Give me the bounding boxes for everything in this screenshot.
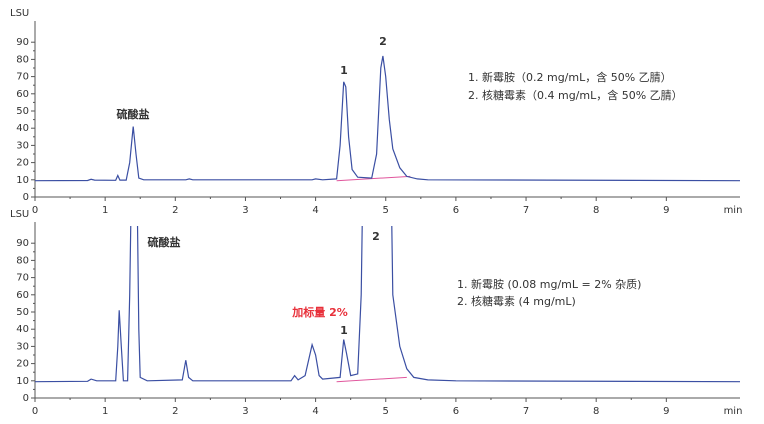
x-tick-label: 4 <box>312 406 318 417</box>
legend-text: 2. 核糖霉素 (4 mg/mL) <box>457 294 576 308</box>
x-tick-label: 0 <box>32 406 38 417</box>
y-tick-label: 80 <box>16 255 29 266</box>
plot-area <box>35 226 741 383</box>
legend-text: 2. 核糖霉素（0.4 mg/mL，含 50% 乙腈） <box>468 88 683 102</box>
x-tick-label: 1 <box>102 205 108 216</box>
annotation: 硫酸盐 <box>117 107 150 121</box>
integration-baseline <box>336 175 411 182</box>
annotation: 1 <box>340 324 348 337</box>
y-tick-label: 20 <box>16 359 29 370</box>
y-tick-label: 0 <box>23 393 29 404</box>
x-tick-label: 4 <box>312 205 318 216</box>
annotation: 加标量 2% <box>291 305 348 319</box>
y-axis-label: LSU <box>10 209 29 220</box>
y-tick-label: 60 <box>16 89 29 100</box>
y-tick-label: 60 <box>16 290 29 301</box>
x-tick-label: 2 <box>172 205 178 216</box>
x-tick-label: 7 <box>523 205 529 216</box>
y-tick-label: 90 <box>16 238 29 249</box>
y-tick-label: 30 <box>16 140 29 151</box>
y-tick-label: 30 <box>16 341 29 352</box>
x-axis-label: min <box>724 205 743 216</box>
y-tick-label: 90 <box>16 37 29 48</box>
y-tick-label: 50 <box>16 307 29 318</box>
x-axis-label: min <box>724 406 743 417</box>
legend-text: 1. 新霉胺（0.2 mg/mL，含 50% 乙腈） <box>468 70 672 84</box>
trace <box>35 55 741 182</box>
x-tick-label: 1 <box>102 406 108 417</box>
x-tick-label: 8 <box>593 406 599 417</box>
x-tick-label: 6 <box>453 205 459 216</box>
x-tick-label: 5 <box>383 406 389 417</box>
y-tick-label: 0 <box>23 192 29 203</box>
x-tick-label: 8 <box>593 205 599 216</box>
x-tick-label: 0 <box>32 205 38 216</box>
y-tick-label: 70 <box>16 273 29 284</box>
x-tick-label: 5 <box>383 205 389 216</box>
y-tick-label: 70 <box>16 72 29 83</box>
x-tick-label: 6 <box>453 406 459 417</box>
y-tick-label: 40 <box>16 123 29 134</box>
annotation: 硫酸盐 <box>148 235 181 249</box>
y-tick-label: 20 <box>16 158 29 169</box>
annotation: 2 <box>379 35 387 48</box>
integration-baseline <box>336 376 407 383</box>
y-tick-label: 40 <box>16 324 29 335</box>
annotation: 2 <box>372 230 380 243</box>
y-tick-label: 50 <box>16 106 29 117</box>
y-tick-label: 10 <box>16 175 29 186</box>
x-tick-label: 9 <box>663 406 669 417</box>
x-tick-label: 9 <box>663 205 669 216</box>
x-tick-label: 3 <box>242 406 248 417</box>
y-axis-label: LSU <box>10 8 29 19</box>
x-tick-label: 2 <box>172 406 178 417</box>
x-tick-label: 3 <box>242 205 248 216</box>
x-tick-label: 7 <box>523 406 529 417</box>
trace <box>35 226 741 383</box>
y-tick-label: 10 <box>16 376 29 387</box>
y-tick-label: 80 <box>16 54 29 65</box>
plot-area <box>35 55 741 182</box>
annotation: 1 <box>340 64 348 77</box>
legend-text: 1. 新霉胺 (0.08 mg/mL = 2% 杂质) <box>457 277 641 291</box>
